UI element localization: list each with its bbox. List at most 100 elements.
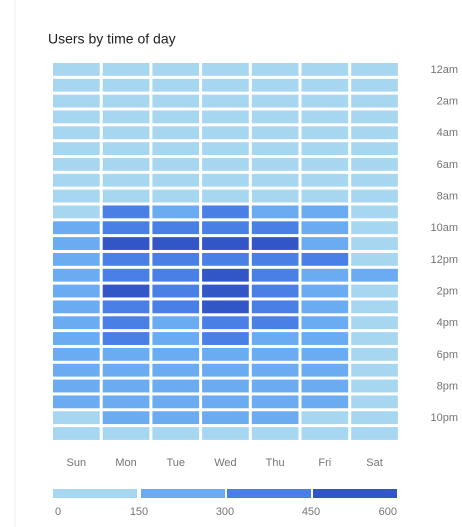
heat-cell [351,142,398,155]
row-label: 6pm [437,349,458,361]
heat-cell [53,252,100,266]
heat-cell [152,126,200,140]
row-label: 4pm [437,317,458,329]
heat-cell [301,347,349,361]
heat-cell [53,316,100,330]
heat-cell [251,284,299,298]
heat-cell [53,395,100,409]
heat-cell [251,379,299,393]
column-label: Fri [318,457,331,469]
row-label: 10am [430,222,458,234]
heat-cell [301,411,349,425]
heat-cell [351,110,398,124]
chart-title: Users by time of day [48,31,176,47]
heat-cell [53,268,100,282]
heat-cell [351,363,398,377]
heat-cell [53,157,100,171]
heat-cell [202,363,249,377]
heat-cell [152,94,200,108]
heat-cell [301,63,349,76]
heat-cell [102,173,150,187]
heat-cell [251,427,299,440]
heat-cell [202,173,249,187]
column-label: Sun [67,457,87,469]
heat-cell [351,316,398,330]
heat-cell [301,205,349,219]
row-label: 12am [430,64,458,76]
heat-cell [351,300,398,314]
heat-cell [351,221,398,235]
heat-cell [53,300,100,314]
heat-cell [102,237,150,250]
column-label: Tue [166,457,185,469]
heat-cell [301,300,349,314]
heat-cell [53,189,100,203]
heat-cell [53,237,100,250]
heat-cell [152,142,200,155]
row-label: 6am [437,159,458,171]
heat-cell [351,78,398,92]
heat-cell [202,347,249,361]
heat-cell [351,332,398,345]
heat-cell [202,126,249,140]
heat-cell [351,237,398,250]
heat-cell [351,379,398,393]
heat-cell [152,379,200,393]
heat-cell [202,237,249,250]
heat-cell [202,78,249,92]
heat-cell [251,252,299,266]
heat-cell [351,427,398,440]
heat-cell [53,363,100,377]
heat-cell [102,427,150,440]
heat-cell [102,332,150,345]
row-label: 8am [437,190,458,202]
heat-cell [301,316,349,330]
heat-cell [251,142,299,155]
heat-cell [251,316,299,330]
heat-cell [152,237,200,250]
heat-cell [301,126,349,140]
heat-cell [251,237,299,250]
heat-cell [301,332,349,345]
heat-cell [202,332,249,345]
heat-cell [152,300,200,314]
heat-cell [152,316,200,330]
heat-cell [152,189,200,203]
heat-cell [301,237,349,250]
heat-cell [102,268,150,282]
row-label: 2am [437,95,458,107]
heat-cell [53,427,100,440]
heat-cell [202,142,249,155]
heat-cell [152,284,200,298]
heat-cell [202,63,249,76]
heat-cell [251,300,299,314]
heat-cell [202,252,249,266]
heat-cell [102,252,150,266]
heat-cell [251,395,299,409]
heat-cell [152,363,200,377]
heat-cell [202,189,249,203]
heat-cell [251,157,299,171]
heat-cell [102,157,150,171]
heat-cell [251,126,299,140]
heat-cell [351,189,398,203]
heat-cell [152,395,200,409]
heat-cell [301,110,349,124]
heat-cell [301,189,349,203]
heat-cell [152,110,200,124]
heat-cell [251,94,299,108]
heat-cell [53,94,100,108]
heat-cell [102,221,150,235]
heat-cell [251,363,299,377]
heat-cell [102,78,150,92]
heat-cell [351,94,398,108]
heat-cell [53,110,100,124]
heat-cell [301,221,349,235]
heat-cell [351,268,398,282]
heat-cell [301,252,349,266]
heat-cell [301,395,349,409]
heat-cell [301,284,349,298]
heat-cell [53,411,100,425]
heat-cell [102,300,150,314]
heat-cell [251,189,299,203]
